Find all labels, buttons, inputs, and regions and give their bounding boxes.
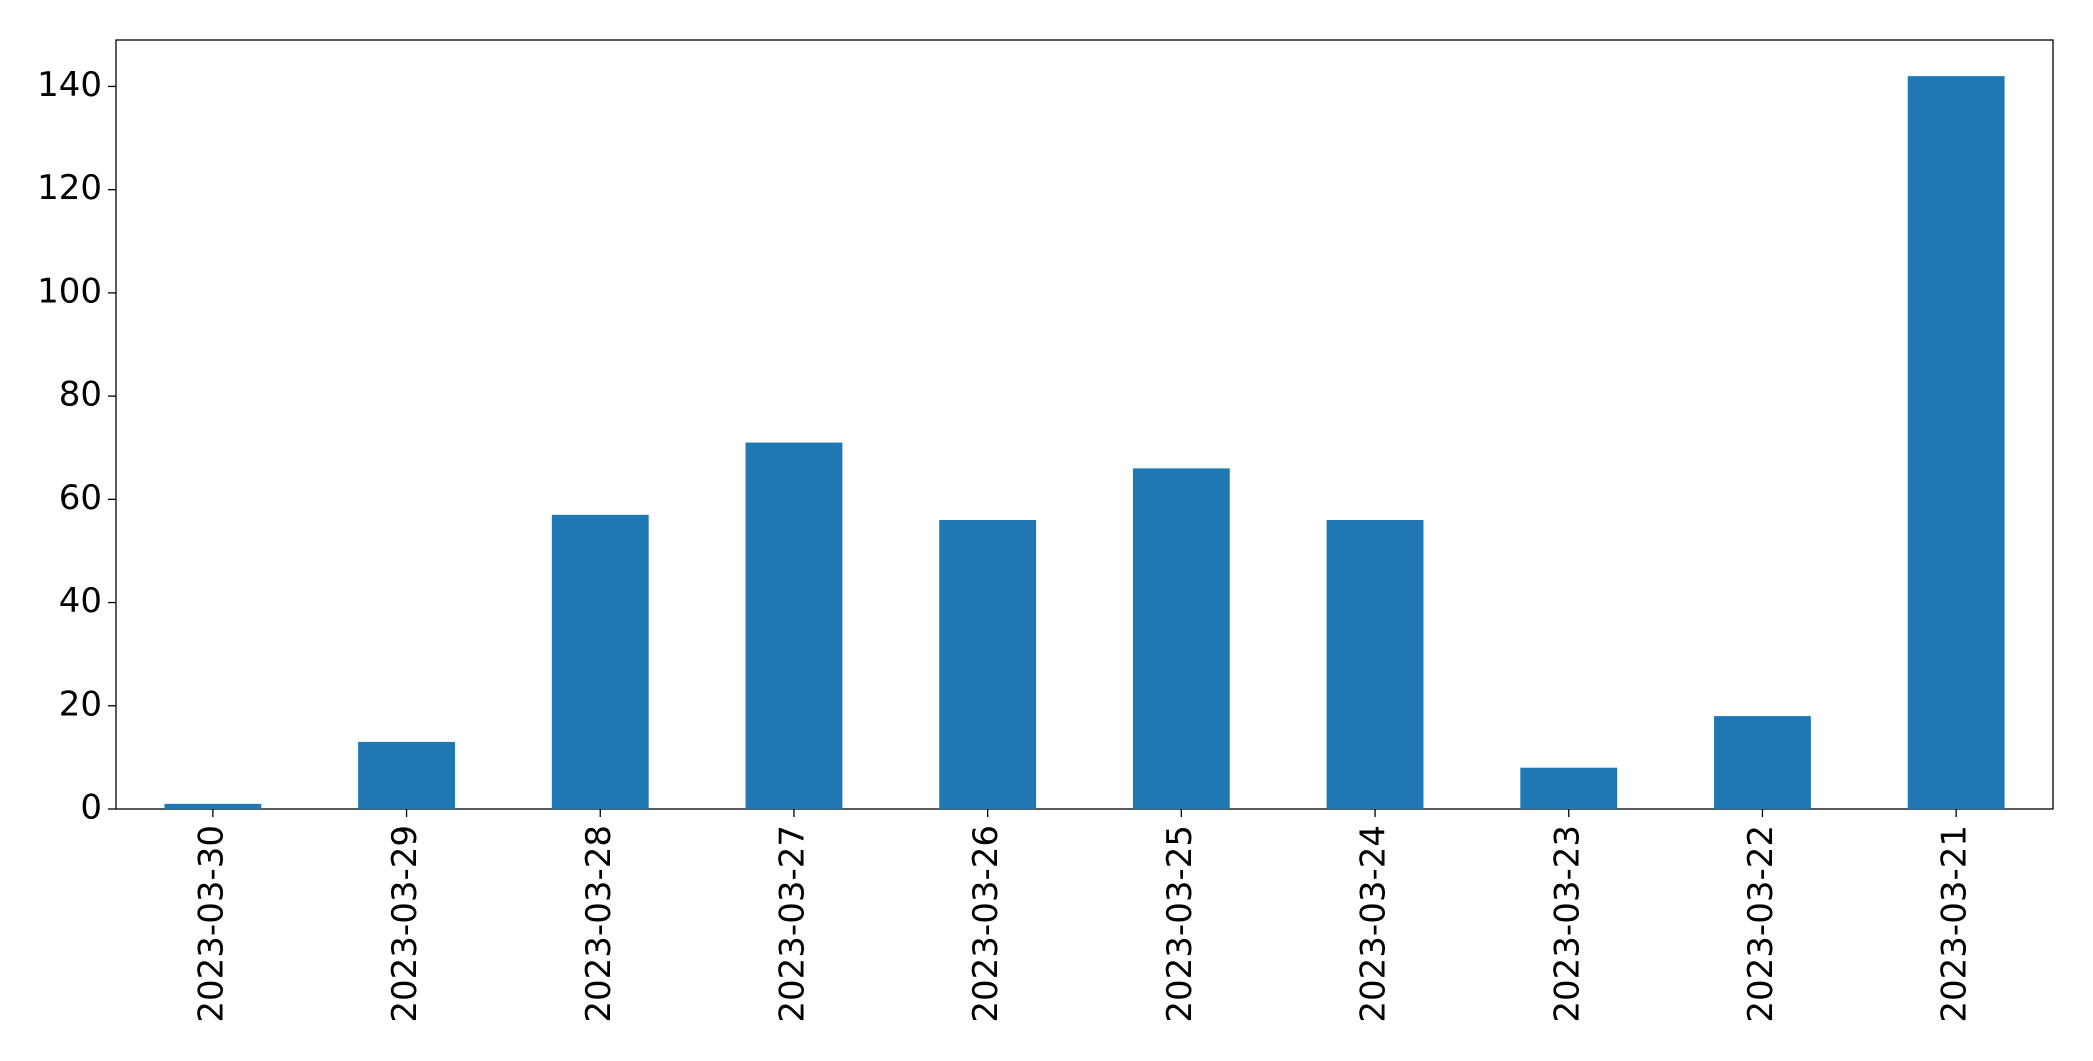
y-tick-label: 80 [59, 375, 102, 415]
bar [1132, 468, 1230, 809]
bar [358, 741, 455, 809]
y-tick-label: 100 [37, 271, 102, 311]
x-tick-label: 2023-03-29 [385, 825, 425, 1023]
x-tick-label: 2023-03-28 [579, 825, 619, 1023]
bar [745, 442, 843, 809]
y-tick-label: 140 [37, 65, 102, 105]
bar [551, 514, 649, 809]
y-tick-label: 20 [59, 684, 102, 724]
bar [1714, 716, 1811, 809]
x-tick-label: 2023-03-27 [772, 825, 812, 1023]
x-tick-label: 2023-03-22 [1741, 825, 1781, 1023]
bar [1520, 767, 1618, 809]
plot-frame [115, 39, 2054, 810]
x-tick-label: 2023-03-24 [1354, 825, 1394, 1023]
x-tick-label: 2023-03-23 [1547, 825, 1587, 1023]
x-tick-label: 2023-03-26 [966, 825, 1006, 1023]
bar [939, 519, 1037, 809]
bar [1326, 519, 1424, 809]
x-tick-label: 2023-03-25 [1160, 825, 1200, 1023]
bar [1907, 76, 2005, 810]
y-tick-label: 40 [59, 581, 102, 621]
bar [164, 803, 262, 809]
x-tick-label: 2023-03-21 [1935, 825, 1975, 1023]
x-tick-label: 2023-03-30 [191, 825, 231, 1023]
y-tick-label: 60 [59, 478, 102, 518]
y-tick-label: 120 [37, 168, 102, 208]
y-tick-label: 0 [80, 788, 102, 828]
